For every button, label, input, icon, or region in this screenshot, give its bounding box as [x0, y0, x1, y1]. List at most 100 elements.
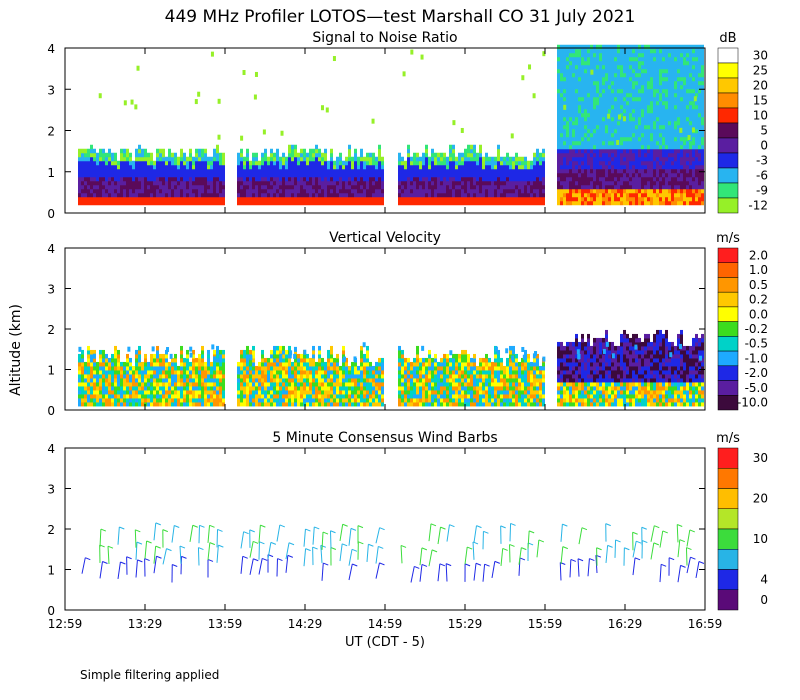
heat-cell [437, 156, 440, 162]
heat-cell [222, 349, 225, 355]
heat-cell [102, 152, 105, 158]
heat-cell [452, 120, 456, 126]
heat-cell [360, 196, 363, 202]
heat-cell [581, 152, 584, 158]
heat-cell [635, 76, 638, 82]
heat-cell [674, 176, 677, 182]
heat-cell [162, 148, 165, 154]
heat-cell [680, 164, 683, 170]
heat-cell [195, 377, 198, 383]
heat-cell [671, 44, 674, 50]
heat-cell [569, 152, 572, 158]
heat-cell [84, 361, 87, 367]
heat-cell [593, 116, 596, 122]
heat-cell [602, 76, 605, 82]
heat-cell [572, 112, 575, 118]
heat-cell [81, 365, 84, 371]
heat-cell [171, 184, 174, 190]
heat-cell [659, 84, 662, 90]
heat-cell [653, 128, 656, 134]
heat-cell [638, 76, 641, 82]
heat-cell [120, 156, 123, 162]
heat-cell [509, 172, 512, 178]
heat-cell [683, 56, 686, 62]
heat-cell [440, 184, 443, 190]
heat-cell [566, 144, 569, 150]
heat-cell [267, 397, 270, 403]
heat-cell [692, 60, 695, 66]
heat-cell [647, 164, 650, 170]
heat-cell [479, 192, 482, 198]
heat-cell [324, 176, 327, 182]
heat-cell [132, 397, 135, 403]
heat-cell [602, 200, 605, 206]
heat-cell [123, 192, 126, 198]
heat-cell [252, 172, 255, 178]
heat-cell [608, 84, 611, 90]
heat-cell [345, 180, 348, 186]
heat-cell [677, 124, 680, 130]
heat-cell [662, 72, 665, 78]
heat-cell [680, 84, 683, 90]
heat-cell [689, 100, 692, 106]
heat-cell [255, 196, 258, 202]
heat-cell [240, 172, 243, 178]
heat-cell [422, 168, 425, 174]
heat-cell [701, 100, 704, 106]
heat-cell [431, 148, 434, 154]
heat-cell [686, 144, 689, 150]
heat-cell [608, 124, 611, 130]
heat-cell [117, 365, 120, 371]
heat-cell [446, 156, 449, 162]
heat-cell [494, 160, 497, 166]
panel-title: Vertical Velocity [329, 230, 441, 246]
heat-cell [264, 365, 267, 371]
heat-cell [578, 124, 581, 130]
heat-cell [207, 369, 210, 375]
heat-cell [581, 76, 584, 82]
heat-cell [683, 80, 686, 86]
heat-cell [294, 196, 297, 202]
heat-cell [222, 389, 225, 395]
heat-cell [273, 164, 276, 170]
heat-cell [599, 152, 602, 158]
heat-cell [575, 176, 578, 182]
heat-cell [665, 140, 668, 146]
heat-cell [680, 116, 683, 122]
heat-cell [153, 401, 156, 407]
heat-cell [581, 88, 584, 94]
heat-cell [569, 104, 572, 110]
heat-cell [126, 381, 129, 387]
heat-cell [105, 164, 108, 170]
heat-cell [596, 132, 599, 138]
heat-cell [357, 188, 360, 194]
heat-cell [297, 156, 300, 162]
heat-cell [398, 176, 401, 182]
heat-cell [81, 176, 84, 182]
heat-cell [210, 397, 213, 403]
heat-cell [219, 397, 222, 403]
heat-cell [437, 184, 440, 190]
heat-cell [662, 180, 665, 186]
heat-cell [129, 160, 132, 166]
heat-cell [375, 156, 378, 162]
heat-cell [312, 164, 315, 170]
heat-cell [470, 188, 473, 194]
heat-cell [294, 373, 297, 379]
heat-cell [653, 100, 656, 106]
heat-cell [309, 156, 312, 162]
heat-cell [512, 172, 515, 178]
heat-cell [264, 385, 267, 391]
heat-cell [527, 180, 530, 186]
heat-cell [584, 72, 587, 78]
heat-cell [584, 64, 587, 70]
heat-cell [252, 196, 255, 202]
heat-cell [324, 184, 327, 190]
heat-cell [512, 176, 515, 182]
heat-cell [578, 180, 581, 186]
heat-cell [108, 361, 111, 367]
heat-cell [701, 56, 704, 62]
heat-cell [267, 164, 270, 170]
heat-cell [198, 192, 201, 198]
heat-cell [156, 353, 159, 359]
